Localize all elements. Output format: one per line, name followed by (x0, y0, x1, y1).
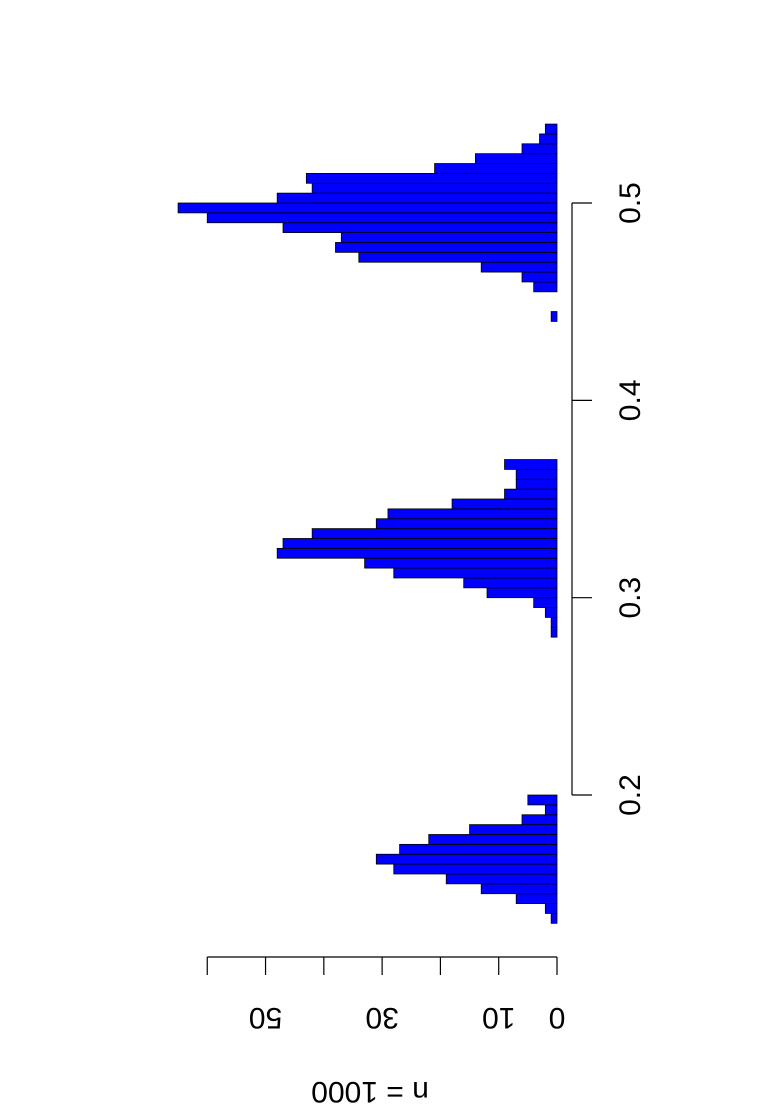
bar (474, 153, 558, 164)
bar (375, 853, 558, 865)
bar (206, 212, 558, 224)
x-tick-label: 0.5 (614, 182, 647, 224)
bar (515, 478, 558, 490)
bar (340, 232, 558, 243)
bar (364, 557, 558, 569)
bar (375, 518, 558, 530)
bar (434, 163, 558, 174)
bar (311, 528, 558, 539)
bar (393, 567, 558, 579)
bar (504, 459, 558, 470)
y-tick-label: 30 (365, 1001, 398, 1034)
sample-size: n = 1000 (311, 1075, 429, 1108)
bar (282, 222, 558, 234)
bar (550, 626, 558, 638)
bar (515, 469, 558, 480)
bar (451, 498, 558, 510)
bar (527, 794, 558, 806)
bar (521, 814, 558, 826)
bar (387, 508, 558, 520)
bar (399, 843, 558, 855)
x-tick-label: 0.4 (614, 379, 647, 421)
bar (463, 577, 558, 589)
bar (177, 202, 558, 214)
bar (550, 913, 558, 924)
bar (521, 271, 558, 283)
bar (305, 173, 558, 184)
bar (480, 883, 558, 895)
bar (469, 824, 558, 835)
bar (533, 281, 558, 293)
bar (311, 182, 558, 194)
bar (335, 242, 558, 253)
bar (282, 538, 558, 549)
bar (550, 617, 558, 628)
x-tick-label: 0.2 (614, 774, 647, 816)
bar (428, 834, 558, 845)
bar (544, 804, 558, 816)
bar (544, 123, 558, 135)
bar (393, 863, 558, 875)
y-tick-label: 0 (549, 1001, 566, 1034)
bar (550, 311, 558, 322)
bar (504, 488, 558, 500)
bar (358, 251, 558, 263)
bar (533, 597, 558, 608)
bar (276, 192, 558, 204)
bar (539, 133, 558, 145)
y-tick-label: 10 (482, 1001, 515, 1034)
bar (480, 261, 558, 273)
x-tick-label: 0.3 (614, 577, 647, 619)
bar (544, 607, 558, 618)
bar (521, 143, 558, 155)
y-tick-label: 50 (249, 1001, 282, 1034)
bar (515, 893, 558, 904)
bar (544, 903, 558, 914)
bar (445, 873, 558, 885)
bar (276, 547, 558, 559)
bar (486, 587, 558, 599)
